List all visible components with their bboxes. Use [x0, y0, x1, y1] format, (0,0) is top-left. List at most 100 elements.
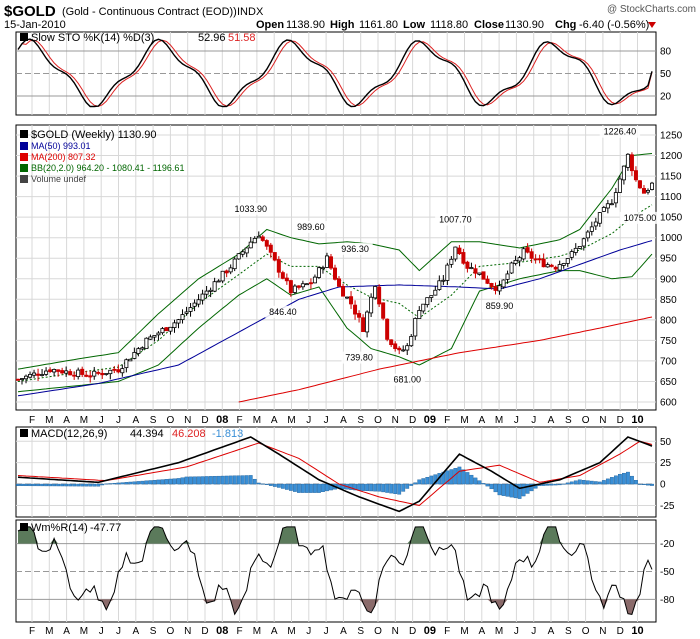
macd-histogram-bar	[100, 483, 105, 486]
x-axis-label: S	[357, 415, 364, 426]
macd-histogram-bar	[48, 483, 53, 487]
candle-body	[112, 368, 117, 371]
candle-body	[381, 302, 386, 319]
candle-body	[260, 236, 265, 241]
x-axis-label: N	[184, 415, 191, 426]
legend-swatch	[20, 142, 28, 150]
candle-body	[553, 266, 558, 270]
macd-histogram-bar	[200, 476, 205, 485]
macd-histogram-bar	[589, 480, 594, 485]
price-tick-label: 750	[660, 336, 677, 347]
macd-histogram-bar	[593, 481, 598, 485]
price-annotation: 1033.90	[234, 204, 267, 214]
candle-body	[332, 267, 337, 280]
sto-k-line	[17, 38, 653, 108]
price-annotation: 936.30	[341, 244, 369, 254]
candle-body	[357, 313, 362, 318]
x-axis-label: O	[582, 415, 590, 426]
candle-body	[132, 352, 137, 359]
candle-body	[172, 322, 177, 329]
price-tick-label: 650	[660, 377, 677, 388]
x-axis-label: M	[460, 415, 468, 426]
candle-body	[641, 188, 646, 194]
macd-histogram-bar	[28, 483, 32, 487]
x-axis-label: D	[617, 626, 624, 637]
macd-histogram-bar	[397, 483, 402, 495]
down-arrow-icon	[648, 22, 656, 28]
candle-body	[48, 369, 53, 372]
macd-histogram-bar	[24, 483, 28, 487]
x-axis-label: J	[514, 626, 519, 637]
candle-body	[28, 373, 33, 378]
macd-histogram-bar	[64, 483, 69, 487]
candle-body	[337, 278, 342, 287]
sto-legend: Slow STO %K(14) %D(3) 52.96 51.58	[20, 32, 256, 44]
candle-body	[272, 252, 277, 261]
x-axis-label: A	[132, 415, 139, 426]
macd-histogram-bar	[180, 477, 185, 485]
macd-histogram-bar	[385, 483, 390, 493]
candle-body	[276, 259, 281, 273]
x-axis-label: M	[80, 626, 88, 637]
macd-histogram-bar	[357, 483, 361, 491]
candle-body	[397, 347, 402, 351]
x-axis-label: M	[45, 626, 53, 637]
candle-body	[545, 264, 550, 268]
x-axis-label: M	[495, 415, 503, 426]
macd-histogram-bar	[56, 483, 61, 487]
x-axis-label: 08	[216, 625, 228, 637]
candle-body	[244, 247, 249, 254]
macd-histogram-bar	[573, 480, 578, 485]
candle-body	[549, 264, 554, 267]
macd-histogram-bar	[650, 483, 654, 486]
macd-histogram-bar	[132, 481, 137, 485]
macd-tick-label: 0	[660, 480, 666, 491]
candle-body	[104, 373, 109, 375]
sto-marker	[20, 33, 28, 41]
x-axis-label: 08	[216, 414, 228, 426]
x-axis-label: 10	[631, 414, 643, 426]
candle-body	[537, 258, 542, 261]
macd-histogram-bar	[401, 483, 406, 492]
annotation-bg	[293, 220, 329, 233]
legend-entry: MA(200) 807.32	[31, 152, 96, 162]
price-tick-label: 1150	[660, 172, 682, 183]
candle-body	[312, 276, 317, 284]
close-label: Close	[474, 19, 504, 31]
x-axis-label: S	[150, 415, 157, 426]
price-tick-label: 600	[660, 398, 677, 409]
candle-body	[44, 370, 49, 375]
macd-histogram-bar	[196, 476, 201, 485]
macd-histogram-bar	[317, 483, 321, 493]
macd-legend: MACD(12,26,9) 44.394 46.208 -1.813	[20, 428, 243, 440]
annotation-bg	[341, 351, 377, 364]
macd-histogram-bar	[80, 483, 85, 487]
candle-body	[192, 302, 197, 307]
low-value: 1118.80	[430, 19, 468, 31]
macd-histogram-bar	[116, 482, 121, 485]
candle-body	[32, 372, 37, 376]
macd-histogram-bar	[72, 483, 77, 487]
macd-histogram-bar	[557, 483, 562, 486]
candle-body	[124, 359, 129, 369]
candle-body	[533, 258, 538, 261]
bb-lower-line	[17, 253, 653, 393]
candle-body	[108, 369, 113, 375]
candle-body	[128, 358, 133, 362]
macd-histogram-bar	[260, 483, 265, 485]
candle-body	[116, 369, 121, 373]
price-tick-label: 1000	[660, 233, 683, 244]
candle-body	[144, 337, 149, 350]
macd-histogram-bar	[68, 483, 73, 487]
x-axis-label: J	[514, 415, 519, 426]
macd-histogram-bar	[561, 483, 566, 485]
annotation-bg	[435, 213, 476, 226]
candle-body	[68, 371, 73, 376]
x-axis-label: A	[63, 626, 70, 637]
macd-histogram-bar	[144, 480, 149, 485]
x-axis-label: M	[460, 626, 468, 637]
macd-value: 44.394	[130, 428, 164, 440]
x-axis-label: M	[287, 626, 295, 637]
x-axis-label: O	[374, 415, 382, 426]
candle-body	[268, 244, 273, 253]
